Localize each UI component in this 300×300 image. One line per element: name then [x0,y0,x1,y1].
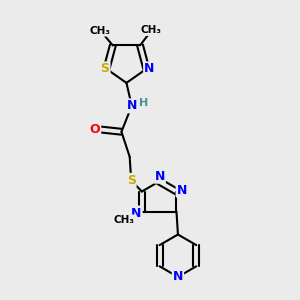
Text: H: H [140,98,149,109]
Text: N: N [173,270,183,284]
Text: O: O [90,123,100,136]
Text: N: N [131,206,142,220]
Text: CH₃: CH₃ [90,26,111,36]
Text: N: N [127,99,137,112]
Text: S: S [100,62,109,75]
Text: N: N [177,184,187,196]
Text: N: N [154,170,165,183]
Text: CH₃: CH₃ [114,215,135,225]
Text: N: N [144,62,154,75]
Text: CH₃: CH₃ [141,25,162,35]
Text: S: S [127,174,136,187]
